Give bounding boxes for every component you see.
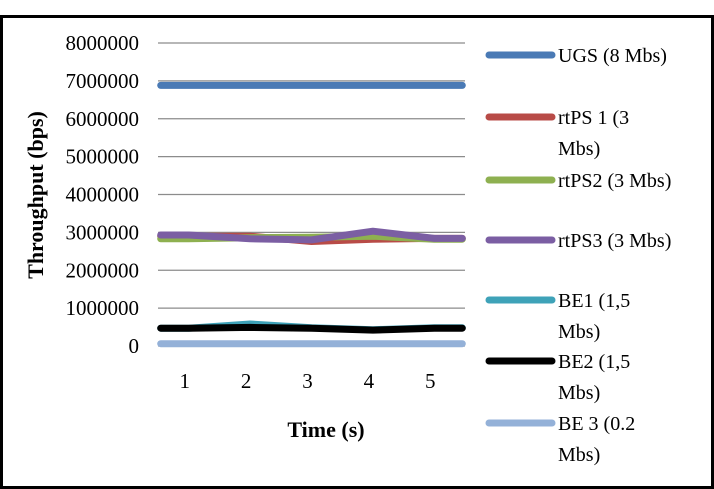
legend-label: rtPS2 (3 Mbs) <box>558 170 671 192</box>
legend-label: UGS (8 Mbs) <box>558 45 667 67</box>
y-tick-label: 6000000 <box>66 107 140 131</box>
legend-item: rtPS 1 (3 Mbs) <box>485 107 629 160</box>
series-line <box>157 323 466 334</box>
y-tick-label: 1000000 <box>66 296 140 320</box>
legend-label: BE1 (1,5 Mbs) <box>558 290 630 343</box>
legend-item: BE2 (1,5 Mbs) <box>485 351 630 404</box>
x-tick-label: 5 <box>425 369 436 393</box>
legend-label: BE 3 (0.2 Mbs) <box>558 413 635 466</box>
x-tick-label: 4 <box>364 369 375 393</box>
legend-label: rtPS 1 (3 Mbs) <box>558 107 629 160</box>
legend-label: rtPS3 (3 Mbs) <box>558 230 671 252</box>
legend-item: UGS (8 Mbs) <box>485 45 667 67</box>
chart-frame <box>0 15 714 489</box>
y-tick-label: 5000000 <box>66 145 140 169</box>
y-tick-label: 7000000 <box>66 69 140 93</box>
y-tick-label: 3000000 <box>66 220 140 244</box>
legend-item: rtPS2 (3 Mbs) <box>485 170 671 192</box>
y-tick-label: 8000000 <box>66 31 140 55</box>
x-axis-title: Time (s) <box>287 417 364 442</box>
x-tick-label: 1 <box>179 369 190 393</box>
legend-item: rtPS3 (3 Mbs) <box>485 230 671 252</box>
y-tick-labels: 0 1000000 2000000 3000000 4000000 5000000 6000… <box>66 31 140 358</box>
y-tick-label: 4000000 <box>66 183 140 207</box>
y-tick-label: 2000000 <box>66 258 140 282</box>
x-tick-labels: 1 2 3 4 5 <box>179 369 435 393</box>
series-lines <box>157 81 466 348</box>
legend-item: BE1 (1,5 Mbs) <box>485 290 630 343</box>
legend-item: BE 3 (0.2 Mbs) <box>485 413 635 466</box>
series-6 <box>157 323 466 334</box>
legend-label: BE2 (1,5 Mbs) <box>558 351 630 404</box>
x-tick-label: 3 <box>302 369 313 393</box>
y-tick-label: 0 <box>129 334 140 358</box>
legend: UGS (8 Mbs) rtPS 1 (3 Mbs) rtPS2 (3 Mbs) rtP… <box>485 45 671 466</box>
x-tick-label: 2 <box>241 369 252 393</box>
series-4 <box>157 227 466 244</box>
y-axis-title: Throughput (bps) <box>23 111 48 279</box>
